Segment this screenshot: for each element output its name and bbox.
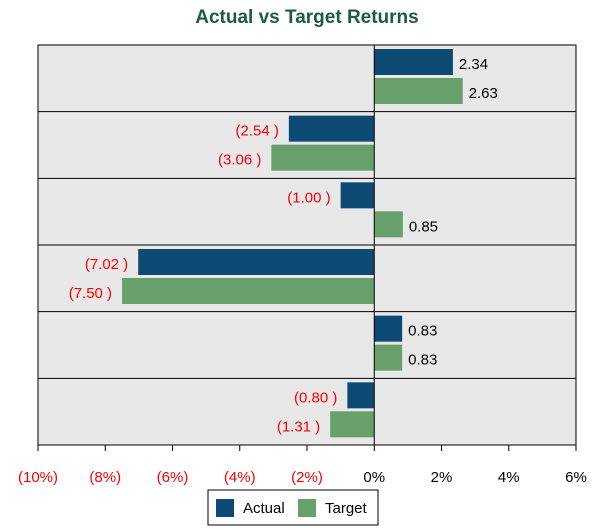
bar <box>347 382 375 409</box>
bar <box>138 249 375 275</box>
x-tick-label: 0% <box>363 469 385 486</box>
value-label: 0.85 <box>409 218 438 235</box>
value-label: (7.02 ) <box>85 256 128 273</box>
value-label: (0.80 ) <box>294 389 337 406</box>
bar <box>374 49 453 75</box>
chart-title: Actual vs Target Returns <box>195 7 418 28</box>
bar <box>288 115 375 142</box>
bar <box>374 211 403 238</box>
value-label: (1.00 ) <box>287 189 330 206</box>
legend-label: Actual <box>243 500 285 517</box>
value-label: 2.34 <box>459 56 488 73</box>
x-tick-label: (4%) <box>224 469 256 486</box>
value-label: (1.31 ) <box>277 418 320 435</box>
legend-box <box>207 489 379 526</box>
value-label: 2.63 <box>469 85 498 102</box>
x-tick-label: (2%) <box>291 469 323 486</box>
value-label: (7.50 ) <box>69 285 112 302</box>
x-tick-label: 4% <box>498 469 520 486</box>
bar <box>340 182 375 209</box>
value-label: (3.06 ) <box>218 152 261 169</box>
value-label: 0.83 <box>408 352 437 369</box>
x-tick-label: 2% <box>431 469 453 486</box>
value-label: (2.54 ) <box>235 123 278 140</box>
x-tick-label: (10%) <box>18 469 58 486</box>
bar <box>374 78 463 104</box>
bar <box>330 411 375 438</box>
x-tick-label: (6%) <box>157 469 189 486</box>
bar <box>122 278 375 304</box>
legend-swatch <box>216 499 234 517</box>
x-tick-label: (8%) <box>89 469 121 486</box>
x-tick-label: 6% <box>565 469 587 486</box>
bar <box>374 344 403 371</box>
legend-swatch <box>298 499 316 517</box>
legend: Actual Target <box>207 489 379 526</box>
value-label: 0.83 <box>408 323 437 340</box>
bar <box>271 144 375 171</box>
bar <box>374 315 403 342</box>
legend-label: Target <box>325 500 368 517</box>
